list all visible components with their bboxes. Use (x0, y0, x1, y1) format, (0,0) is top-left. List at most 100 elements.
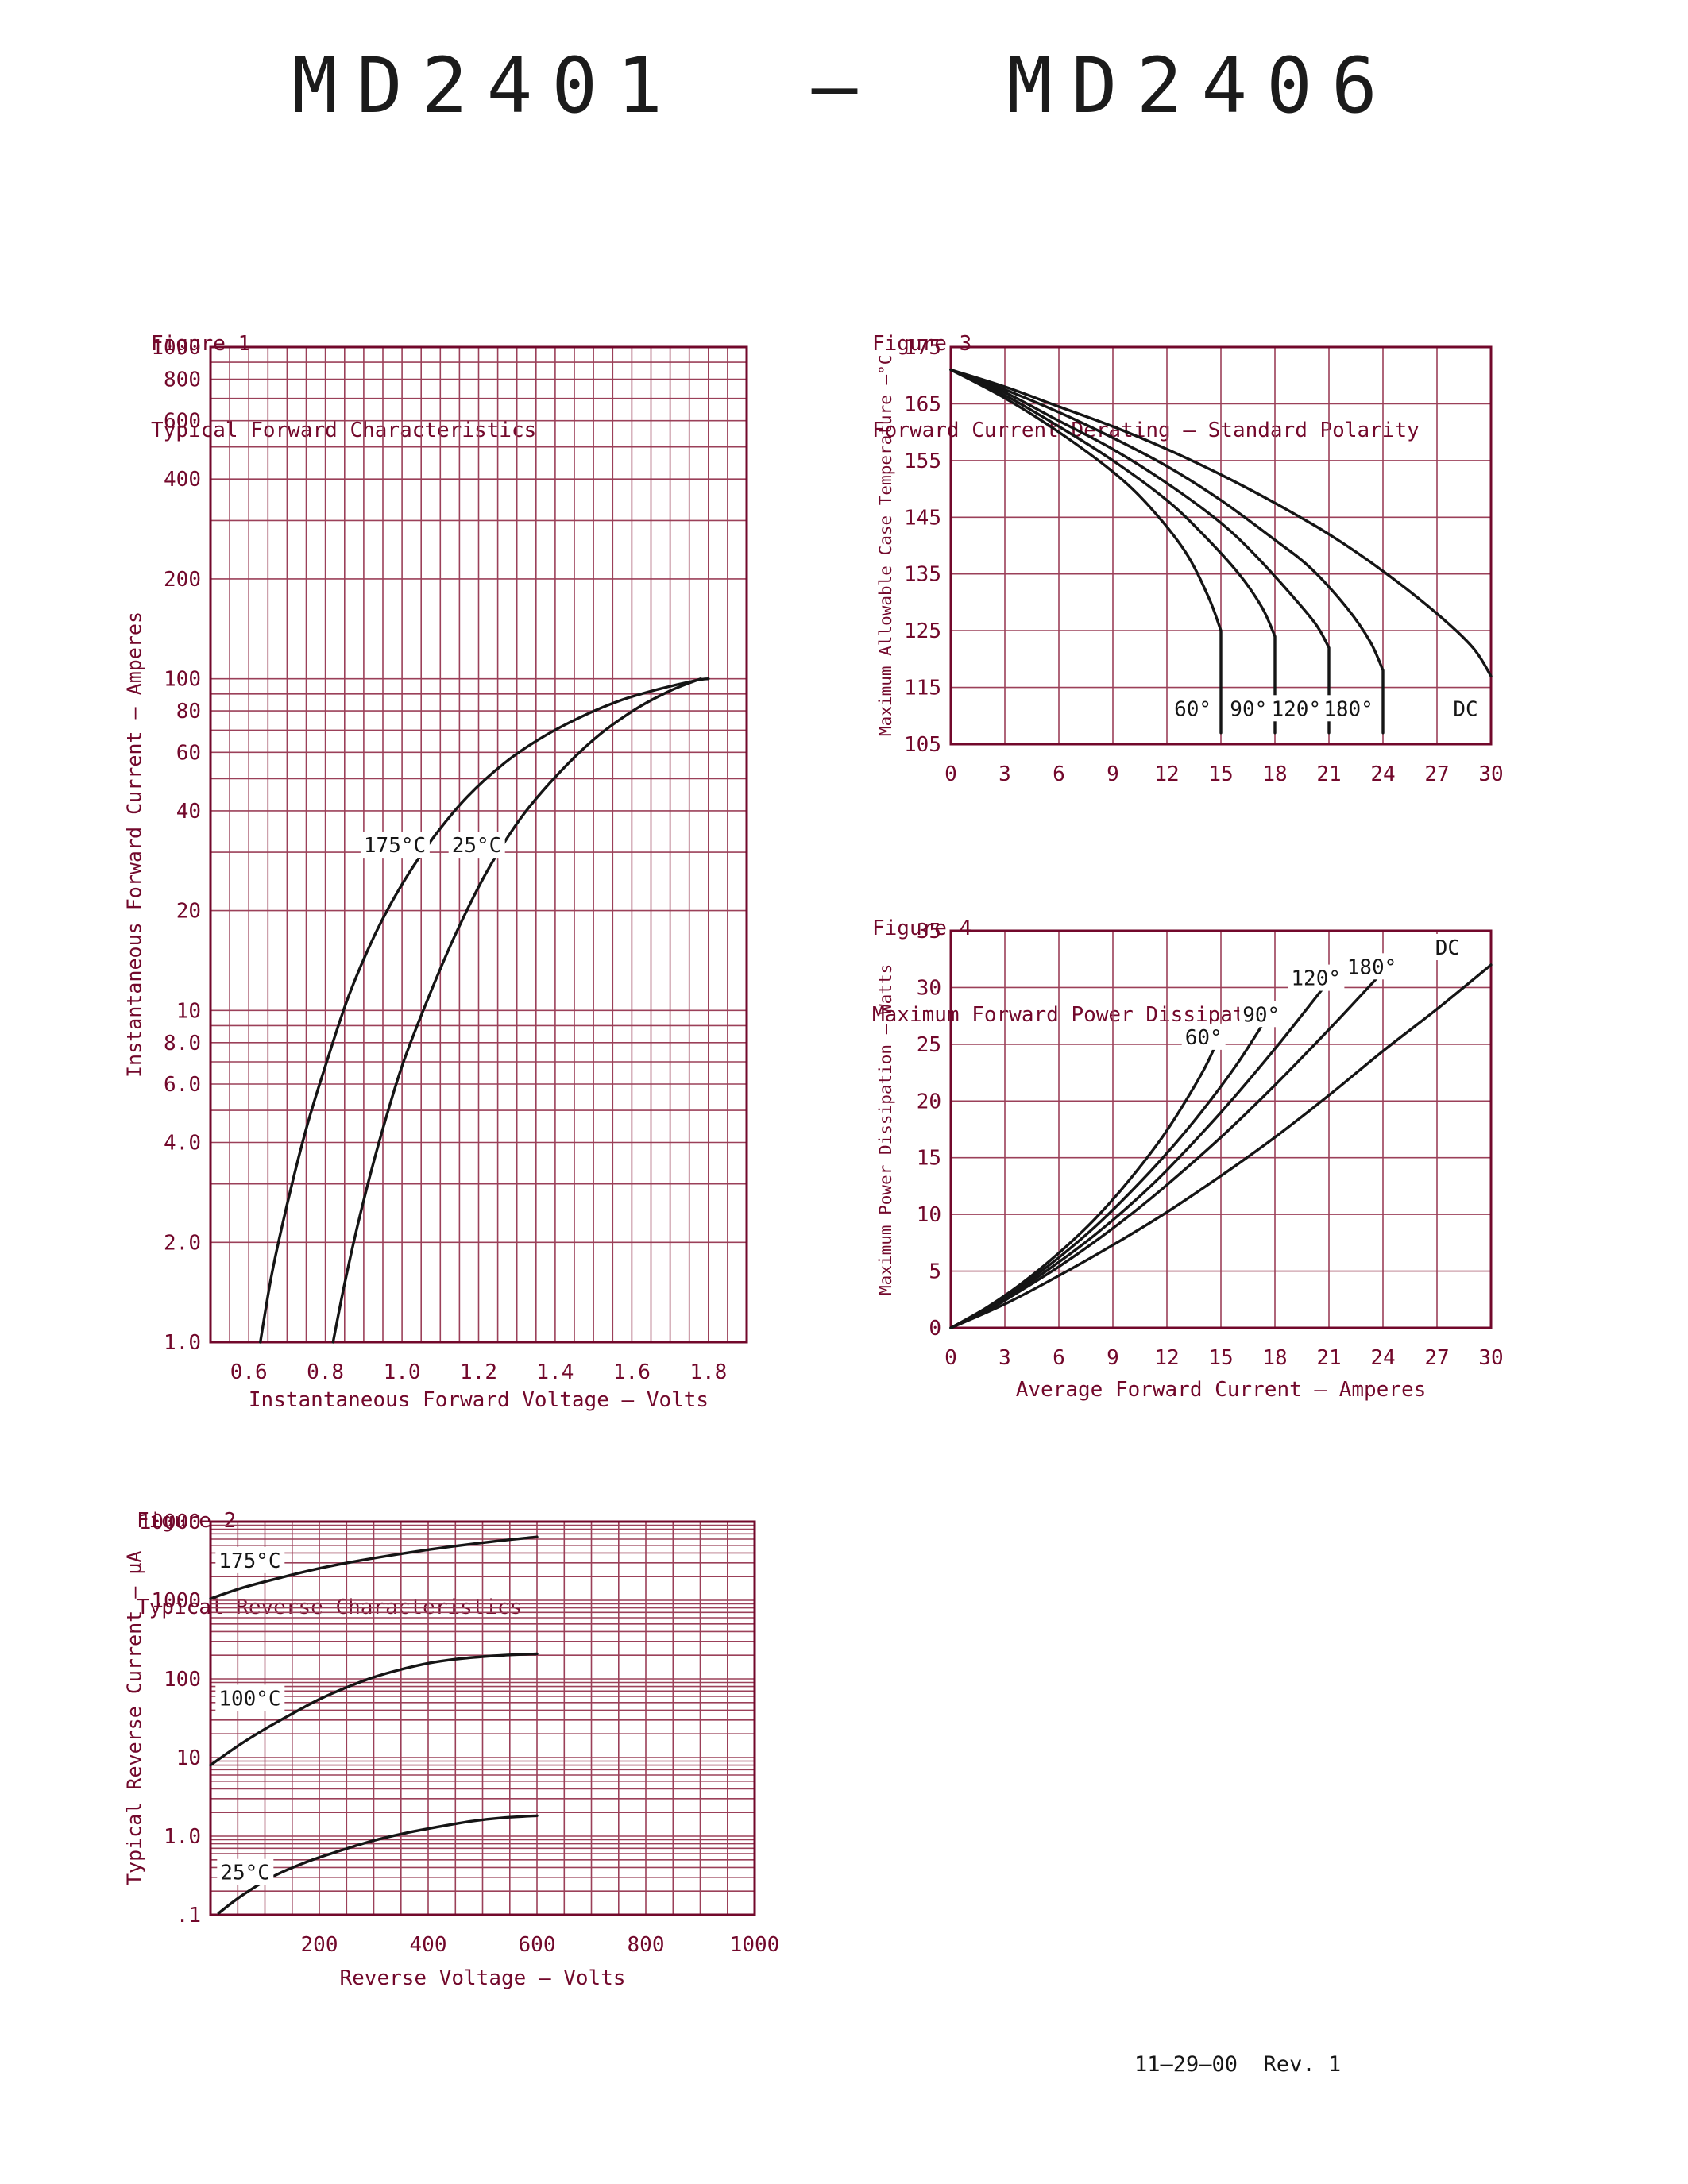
figure1-title: Typical Forward Characteristics (151, 418, 537, 442)
svg-text:18: 18 (1262, 1346, 1287, 1370)
svg-text:0.8: 0.8 (307, 1360, 344, 1384)
revision-note: 11–29–00 Rev. 1 (1134, 2052, 1342, 2077)
svg-text:1.4: 1.4 (536, 1360, 574, 1384)
svg-text:155: 155 (904, 450, 941, 473)
figure3-label: Figure 3 (872, 331, 972, 356)
svg-text:18: 18 (1262, 762, 1287, 786)
svg-text:15: 15 (1208, 1346, 1233, 1370)
svg-text:90°: 90° (1242, 1003, 1280, 1027)
svg-text:6.0: 6.0 (164, 1073, 201, 1097)
figure4-title: Maximum Forward Power Dissipation (872, 1002, 1283, 1027)
svg-text:27: 27 (1424, 762, 1449, 786)
svg-text:21: 21 (1316, 1346, 1341, 1370)
figure1-label: Figure 1 (151, 331, 251, 356)
figure2-plot-svg: 10000 1000 100 10 1.0 .1 200 400 600 800 1000 175°C… (139, 1511, 780, 1957)
svg-text:400: 400 (410, 1933, 447, 1957)
svg-text:25°C: 25°C (220, 1862, 270, 1885)
svg-text:9: 9 (1107, 1346, 1119, 1370)
svg-text:24: 24 (1370, 1346, 1395, 1370)
svg-text:10000: 10000 (139, 1511, 201, 1534)
svg-text:10: 10 (917, 1203, 941, 1227)
figure3-plot: 175 165 155 145 135 125 115 105 0 3 6 9 12 15 18 21 24 27… (848, 323, 1527, 806)
svg-text:15: 15 (1208, 762, 1233, 786)
svg-text:60: 60 (176, 741, 201, 765)
svg-text:60°: 60° (1185, 1026, 1223, 1050)
svg-text:3: 3 (999, 762, 1011, 786)
svg-text:90°: 90° (1230, 697, 1267, 721)
svg-text:800: 800 (164, 369, 201, 392)
svg-text:105: 105 (904, 733, 941, 757)
svg-text:175°C: 175°C (364, 834, 426, 858)
svg-text:1.0: 1.0 (164, 1331, 201, 1355)
svg-text:1.6: 1.6 (613, 1360, 651, 1384)
svg-text:100: 100 (164, 1668, 201, 1692)
svg-text:1000: 1000 (151, 336, 201, 360)
svg-text:115: 115 (904, 677, 941, 700)
svg-text:1.8: 1.8 (689, 1360, 727, 1384)
svg-text:100°C: 100°C (218, 1687, 280, 1711)
svg-text:21: 21 (1316, 762, 1341, 786)
svg-text:120°: 120° (1291, 967, 1341, 991)
svg-text:25°C: 25°C (452, 834, 502, 858)
figure1-x-axis-label: Instantaneous Forward Voltage — Volts (248, 1388, 709, 1412)
svg-text:165: 165 (904, 392, 941, 416)
svg-text:1.0: 1.0 (384, 1360, 421, 1384)
svg-text:0: 0 (944, 1346, 957, 1370)
svg-text:175: 175 (904, 336, 941, 360)
figure2-x-axis-label: Reverse Voltage — Volts (339, 1966, 626, 1990)
svg-text:4.0: 4.0 (164, 1132, 201, 1156)
svg-text:24: 24 (1370, 762, 1395, 786)
svg-text:40: 40 (176, 800, 201, 824)
svg-text:145: 145 (904, 506, 941, 530)
svg-text:600: 600 (519, 1933, 556, 1957)
figure4-x-axis-label: Average Forward Current — Amperes (1015, 1378, 1427, 1402)
svg-text:9: 9 (1107, 762, 1119, 786)
figure4-label: Figure 4 (872, 916, 972, 940)
svg-text:30: 30 (1478, 762, 1503, 786)
svg-text:10: 10 (176, 999, 201, 1023)
svg-text:180°: 180° (1323, 697, 1373, 721)
svg-text:2.0: 2.0 (164, 1231, 201, 1255)
svg-text:6: 6 (1053, 1346, 1065, 1370)
svg-text:12: 12 (1154, 1346, 1179, 1370)
svg-text:200: 200 (164, 568, 201, 592)
svg-text:6: 6 (1053, 762, 1065, 786)
svg-text:3: 3 (999, 1346, 1011, 1370)
svg-text:1.2: 1.2 (460, 1360, 497, 1384)
svg-text:1.0: 1.0 (164, 1825, 201, 1849)
svg-text:600: 600 (164, 410, 201, 434)
figure3-header: Figure 3 Forward Current Derating — Stan… (872, 272, 1420, 503)
svg-text:0.6: 0.6 (230, 1360, 268, 1384)
svg-text:1000: 1000 (730, 1933, 780, 1957)
svg-text:120°: 120° (1272, 697, 1322, 721)
svg-text:175°C: 175°C (218, 1549, 280, 1573)
figure1-plot: 1000 800 600 400 200 100 80 60 40 20 10 8.0 6.0 4.0 2.… (107, 323, 782, 1404)
figure4-plot: 35 30 25 20 15 10 5 0 0 3 6 9 12 15 18 21 24 27 30 60° 90° 12… (848, 907, 1527, 1390)
svg-text:12: 12 (1154, 762, 1179, 786)
svg-text:15: 15 (917, 1147, 941, 1171)
figure4-header: Figure 4 Maximum Forward Power Dissipati… (872, 856, 1283, 1087)
svg-text:80: 80 (176, 700, 201, 723)
svg-text:200: 200 (301, 1933, 338, 1957)
svg-text:60°: 60° (1174, 697, 1211, 721)
svg-text:8.0: 8.0 (164, 1032, 201, 1055)
svg-text:30: 30 (917, 976, 941, 1000)
svg-text:135: 135 (904, 563, 941, 587)
svg-text:800: 800 (628, 1933, 665, 1957)
svg-text:20: 20 (176, 900, 201, 924)
svg-text:DC: DC (1453, 697, 1477, 721)
figure1-header: Figure 1 Typical Forward Characteristics (151, 272, 536, 503)
svg-text:5: 5 (929, 1260, 941, 1284)
figure3-title: Forward Current Derating — Standard Pola… (872, 418, 1420, 442)
svg-text:125: 125 (904, 619, 941, 643)
svg-text:10: 10 (176, 1746, 201, 1770)
svg-text:DC: DC (1435, 936, 1460, 960)
svg-text:100: 100 (164, 668, 201, 692)
svg-text:180°: 180° (1347, 955, 1397, 979)
svg-text:0: 0 (944, 762, 957, 786)
svg-text:20: 20 (917, 1090, 941, 1113)
svg-text:400: 400 (164, 468, 201, 492)
svg-text:25: 25 (917, 1033, 941, 1057)
